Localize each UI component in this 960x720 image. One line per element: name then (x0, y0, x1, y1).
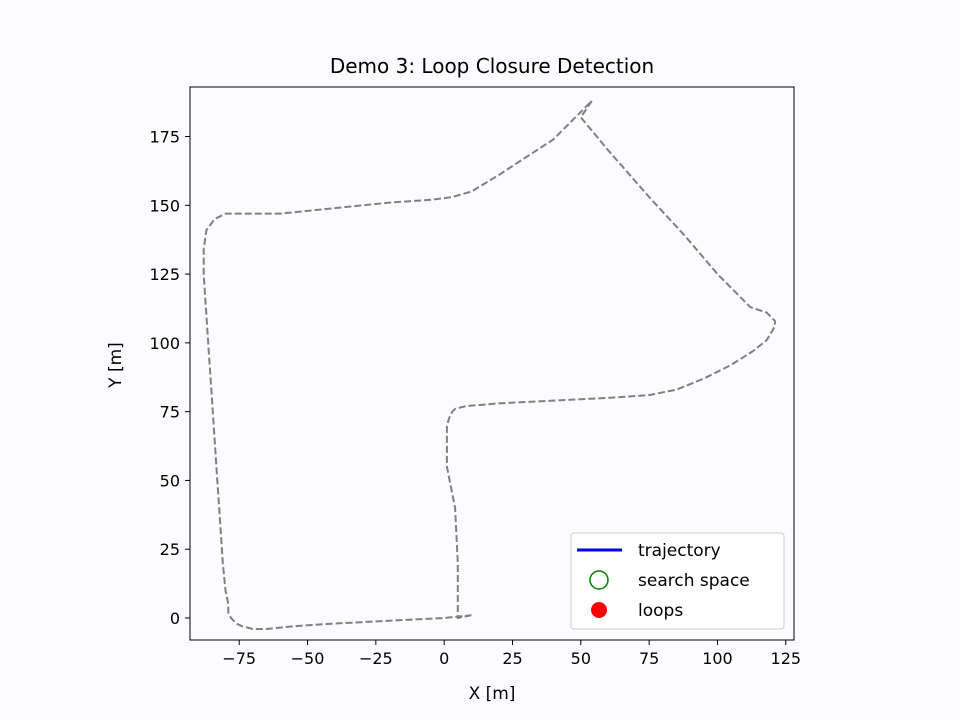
legend-label: trajectory (638, 541, 721, 561)
x-axis-label: X [m] (469, 684, 516, 704)
y-tick-label: 125 (149, 265, 180, 284)
series-layer (202, 99, 776, 630)
x-tick-label: 0 (439, 649, 449, 668)
legend-box (570, 532, 785, 630)
x-tick-label: −75 (222, 649, 256, 668)
y-tick-label: 25 (160, 540, 180, 559)
legend-label: loops (638, 601, 683, 621)
axis-ticks: −75 −50 −25 0 25 50 75 100 125 0 25 50 75 100 125 150 17… (149, 128, 801, 668)
legend-label: search space (638, 571, 750, 591)
x-tick-label: 75 (639, 649, 659, 668)
x-tick-label: 25 (502, 649, 522, 668)
legend-search-space-swatch (589, 570, 609, 590)
x-tick-label: −25 (359, 649, 393, 668)
y-tick-label: 75 (160, 403, 180, 422)
y-tick-label: 175 (149, 128, 180, 147)
y-tick-label: 100 (149, 334, 180, 353)
legend-loops-swatch (591, 602, 607, 618)
trajectory-series-line (202, 99, 776, 630)
x-tick-label: 50 (571, 649, 591, 668)
x-tick-label: −50 (291, 649, 325, 668)
y-tick-label: 50 (160, 471, 180, 490)
legend: trajectory search space loops (570, 532, 785, 630)
x-tick-label: 100 (702, 649, 733, 668)
y-tick-label: 0 (170, 609, 180, 628)
x-tick-label: 125 (771, 649, 802, 668)
y-tick-label: 150 (149, 196, 180, 215)
y-axis-label: Y [m] (106, 342, 126, 389)
chart-title: Demo 3: Loop Closure Detection (330, 54, 654, 78)
